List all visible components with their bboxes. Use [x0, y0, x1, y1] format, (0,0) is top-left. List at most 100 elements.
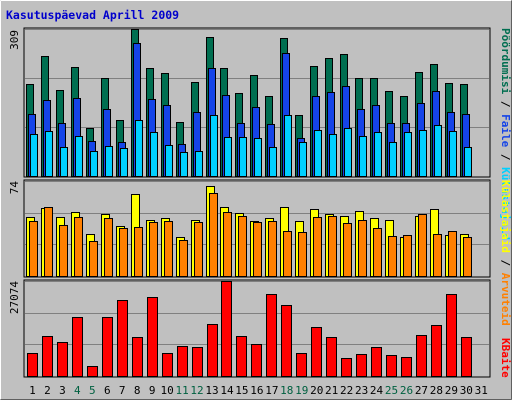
- day-labels: 1 2 3 4 5 6 7 8 9 10 11 12 13 14 15 16 17 18 19 20 21 22 23 24 2…: [29, 384, 488, 397]
- bar-kbytes-0-day-12: [192, 347, 203, 377]
- bar-kbytes-0-day-6: [102, 317, 113, 377]
- bar-requests-2-day-28: [434, 125, 442, 177]
- bar-visits-1-day-15: [238, 216, 247, 277]
- bar-kbytes-0-day-10: [162, 353, 173, 377]
- bar-visits-1-day-4: [74, 217, 83, 277]
- bar-kbytes-0-day-3: [57, 342, 68, 377]
- chart-title: Kasutuspäevad Aprill 2009: [6, 8, 179, 22]
- bar-kbytes-0-day-24: [371, 347, 382, 377]
- day-label-3: 3: [59, 384, 66, 397]
- bar-requests-2-day-6: [105, 146, 113, 177]
- bar-requests-2-day-30: [464, 147, 472, 177]
- bar-kbytes-0-day-2: [42, 336, 53, 377]
- bar-requests-2-day-14: [224, 137, 232, 177]
- bar-kbytes-0-day-19: [296, 353, 307, 377]
- bar-kbytes-0-day-28: [431, 325, 442, 377]
- day-label-4: 4: [74, 384, 81, 397]
- bar-requests-2-day-23: [359, 136, 367, 177]
- bar-kbytes-0-day-29: [446, 294, 457, 377]
- legend-pageviews: Pöördumisi: [499, 28, 512, 95]
- bar-kbytes-0-day-15: [236, 336, 247, 377]
- legend-files: Faile: [499, 114, 512, 147]
- bar-kbytes-0-day-21: [326, 337, 337, 377]
- day-label-2: 2: [44, 384, 51, 397]
- bar-kbytes-0-day-4: [72, 317, 83, 377]
- bar-requests-2-day-25: [389, 142, 397, 177]
- bar-requests-2-day-17: [269, 147, 277, 177]
- bar-visits-1-day-13: [209, 193, 218, 277]
- bar-requests-2-day-5: [90, 151, 98, 177]
- bar-kbytes-0-day-1: [27, 353, 38, 377]
- bar-requests-2-day-21: [329, 134, 337, 177]
- legend-visitors: Külastajaid: [499, 180, 512, 253]
- day-label-5: 5: [89, 384, 96, 397]
- bar-visits-1-day-21: [328, 216, 337, 277]
- kbytes-ymax-label: 27074: [8, 281, 21, 314]
- bar-requests-2-day-10: [165, 145, 173, 177]
- bar-requests-2-day-22: [344, 128, 352, 177]
- bar-kbytes-0-day-18: [281, 305, 292, 377]
- bar-visits-1-day-7: [119, 228, 128, 277]
- day-label-22: 22: [340, 384, 353, 397]
- bar-visits-1-day-26: [403, 235, 412, 277]
- bar-kbytes-0-day-7: [117, 300, 128, 377]
- bar-visits-1-day-19: [298, 232, 307, 277]
- bar-visits-1-day-24: [373, 228, 382, 277]
- requests-legend: Pöördumisi / Faile / Külastajaid: [499, 28, 512, 240]
- day-label-27: 27: [415, 384, 428, 397]
- day-label-19: 19: [295, 384, 308, 397]
- visits-legend: Külastajaid / Arvuteid: [499, 180, 512, 326]
- bar-kbytes-0-day-5: [87, 366, 98, 377]
- bar-visits-1-day-17: [268, 221, 277, 277]
- day-label-30: 30: [460, 384, 473, 397]
- bar-kbytes-0-day-16: [251, 344, 262, 377]
- bar-visits-1-day-23: [358, 220, 367, 277]
- bar-requests-2-day-3: [60, 147, 68, 177]
- bar-visits-1-day-12: [194, 222, 203, 277]
- bar-visits-1-day-30: [463, 237, 472, 277]
- day-label-16: 16: [250, 384, 263, 397]
- bar-visits-1-day-28: [433, 234, 442, 277]
- day-label-12: 12: [190, 384, 203, 397]
- bar-kbytes-0-day-17: [266, 294, 277, 377]
- bar-visits-1-day-29: [448, 231, 457, 277]
- bar-visits-1-day-27: [418, 214, 427, 277]
- bar-visits-1-day-5: [89, 241, 98, 277]
- bar-kbytes-0-day-22: [341, 358, 352, 377]
- bar-requests-2-day-1: [30, 134, 38, 177]
- legend-hosts: Arvuteid: [499, 273, 512, 326]
- bar-requests-2-day-13: [210, 115, 218, 177]
- bar-kbytes-0-day-27: [416, 335, 427, 377]
- bar-visits-1-day-6: [104, 218, 113, 277]
- bar-requests-2-day-18: [284, 115, 292, 177]
- bar-kbytes-0-day-13: [207, 324, 218, 377]
- bar-visits-1-day-10: [164, 221, 173, 277]
- bar-kbytes-0-day-26: [401, 357, 412, 377]
- day-label-8: 8: [134, 384, 141, 397]
- day-label-13: 13: [205, 384, 218, 397]
- day-label-29: 29: [445, 384, 458, 397]
- bar-visits-1-day-8: [134, 227, 143, 277]
- bar-kbytes-0-day-11: [177, 346, 188, 377]
- bar-visits-1-day-25: [388, 236, 397, 277]
- day-label-7: 7: [119, 384, 126, 397]
- bar-requests-2-day-2: [45, 131, 53, 177]
- day-label-15: 15: [235, 384, 248, 397]
- day-label-11: 11: [175, 384, 188, 397]
- visits-ymax-label: 74: [8, 181, 21, 195]
- bar-marks: [26, 29, 472, 377]
- bar-kbytes-0-day-20: [311, 327, 322, 377]
- day-label-18: 18: [280, 384, 293, 397]
- bar-visits-1-day-3: [59, 225, 68, 277]
- bar-requests-2-day-19: [299, 142, 307, 177]
- kbytes-legend: KBaite: [499, 338, 512, 378]
- bar-kbytes-0-day-9: [147, 297, 158, 377]
- day-label-6: 6: [104, 384, 111, 397]
- day-label-17: 17: [265, 384, 278, 397]
- bar-kbytes-0-day-25: [386, 355, 397, 377]
- day-label-9: 9: [149, 384, 156, 397]
- legend-sep-3: /: [499, 253, 512, 273]
- day-label-28: 28: [430, 384, 443, 397]
- bar-requests-2-day-20: [314, 130, 322, 177]
